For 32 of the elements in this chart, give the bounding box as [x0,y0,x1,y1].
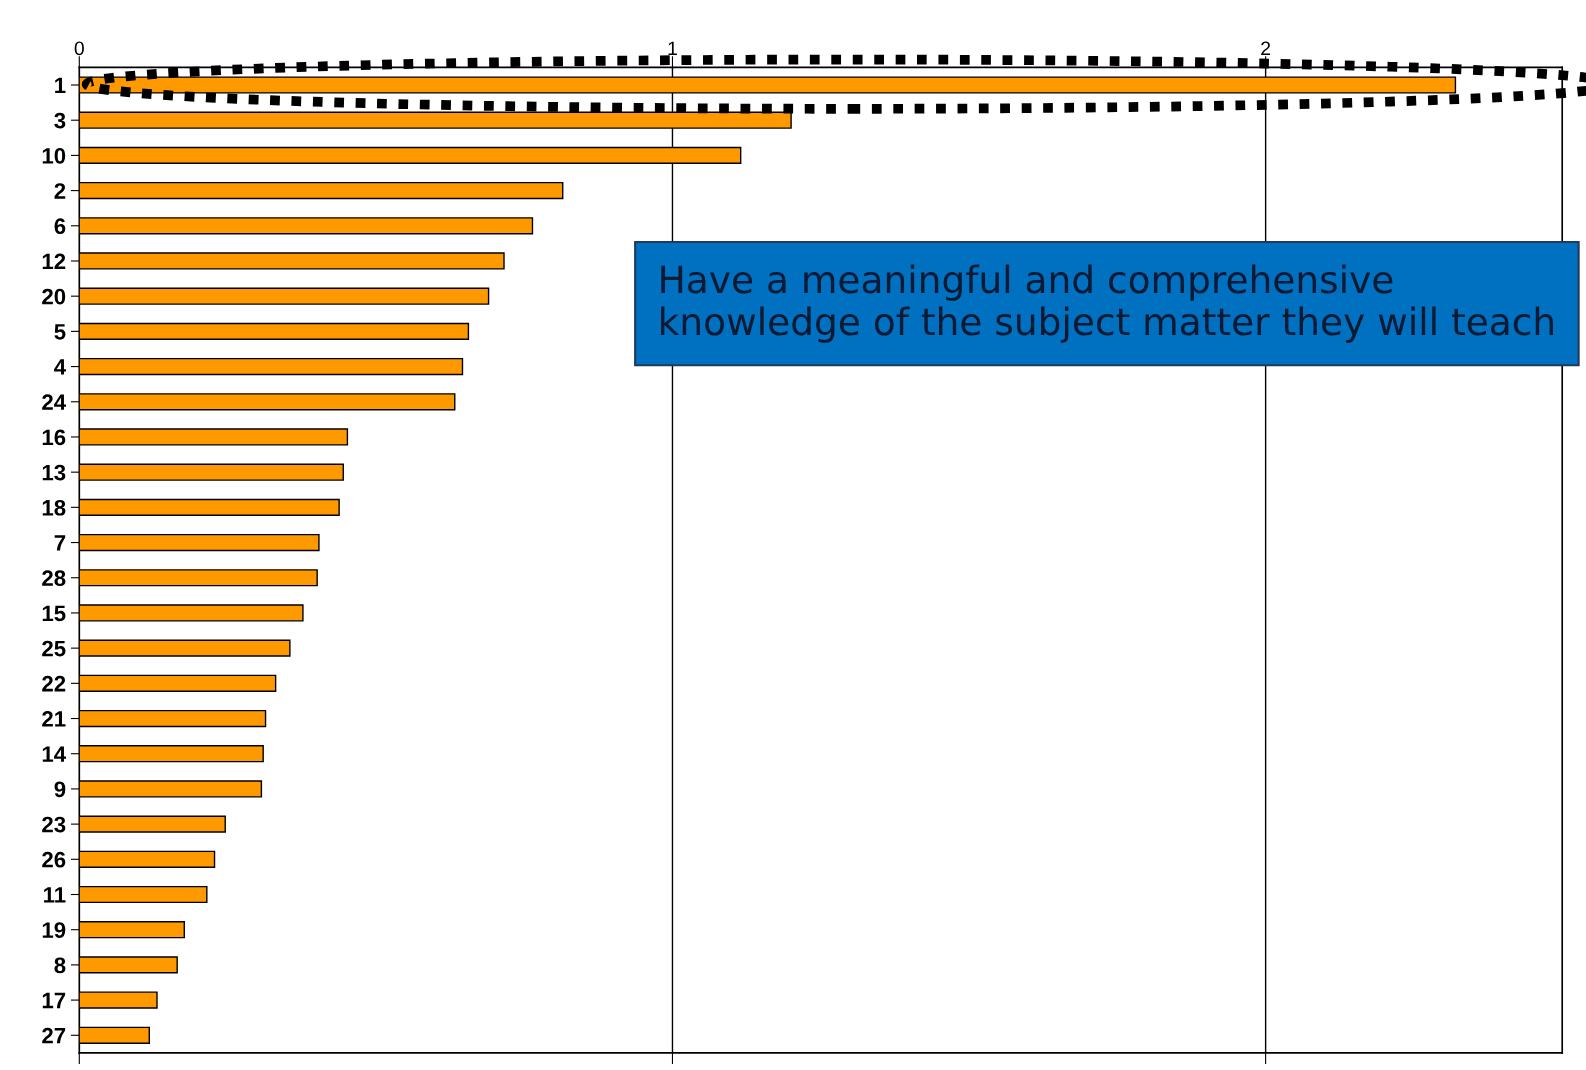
y-tick-label: 15 [42,605,66,622]
y-tick-label: 23 [42,816,66,833]
y-tick-label: 6 [54,218,66,235]
y-tick-label: 17 [42,992,66,1009]
y-tick-label: 1 [55,77,66,94]
y-tick-label: 22 [42,675,66,692]
y-tick-label: 26 [42,851,66,868]
y-tick-label: 20 [42,288,66,305]
y-tick-label: 3 [54,112,66,129]
y-tick-label: 4 [54,359,66,375]
x-tick-label: 0 [74,41,84,56]
y-tick-label: 2 [54,183,66,199]
y-tick-label: 16 [42,429,66,446]
y-tick-label: 13 [42,464,66,481]
y-tick-label: 9 [54,781,66,798]
y-tick-label: 10 [42,147,66,164]
y-tick-label: 27 [42,1027,66,1044]
y-tick-label: 25 [42,640,66,657]
y-tick-label: 7 [54,535,66,551]
x-tick-label: 2 [1261,41,1271,56]
annotation: Have a meaningful and comprehensive knowledge of the subject matter they will teach [661,264,1553,343]
y-tick-label: 14 [42,746,66,762]
y-tick-label: 18 [42,499,66,516]
y-tick-label: 24 [42,394,66,410]
x-tick-label: 1 [668,41,677,56]
y-tick-label: 11 [44,887,66,903]
y-tick-label: 21 [42,711,66,727]
y-tick-label: 28 [42,570,66,587]
y-tick-label: 12 [42,253,66,270]
y-tick-label: 8 [54,957,66,974]
y-tick-label: 19 [42,922,66,938]
y-tick-label: 5 [54,324,66,340]
